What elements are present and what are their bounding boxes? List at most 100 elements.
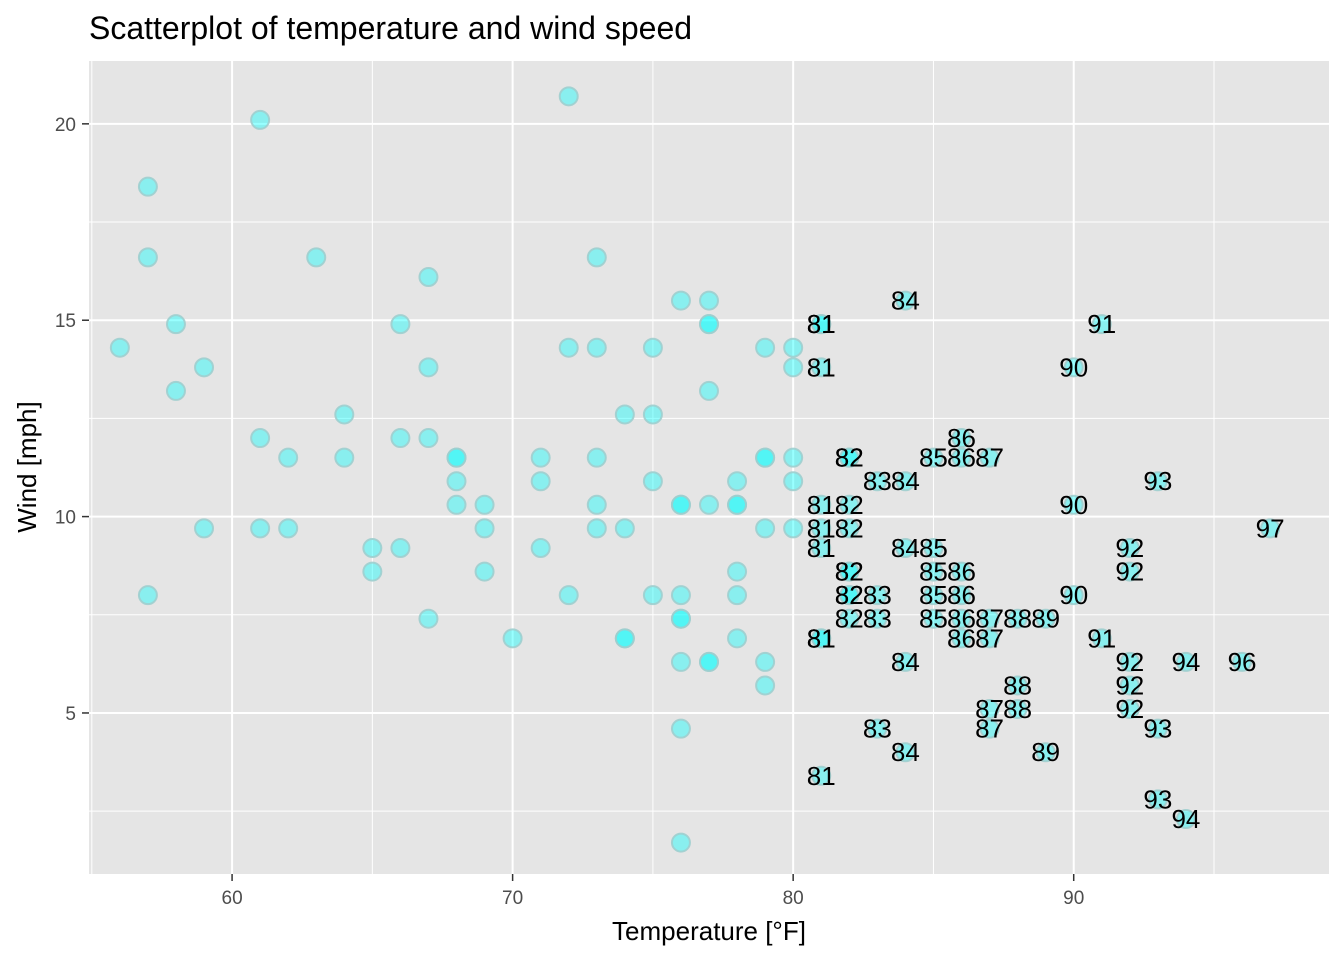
point-label: 92 [1115,557,1144,587]
point-label: 84 [891,533,920,563]
point-label: 84 [891,737,920,767]
point-label: 96 [1228,647,1257,677]
scatter-point [614,518,635,539]
scatter-point [811,357,832,378]
point-label: 81 [807,309,836,339]
scatter-point [586,494,607,515]
scatter-point [923,608,944,629]
x-tick-label: 90 [1063,888,1084,909]
scatter-point [1260,518,1281,539]
scatter-point [474,518,495,539]
y-tick-label: 10 [55,508,76,529]
point-label: 83 [863,580,892,610]
point-label: 81 [807,309,836,339]
scatter-point [783,518,804,539]
point-label: 93 [1143,714,1172,744]
point-label: 89 [1031,737,1060,767]
scatter-point [979,628,1000,649]
scatter-point [951,628,972,649]
point-label: 82 [835,443,864,473]
scatter-point [1147,471,1168,492]
point-label: 88 [1003,604,1032,634]
scatter-point [586,247,607,268]
point-label: 82 [835,557,864,587]
scatter-point [811,494,832,515]
scatter-point [1007,675,1028,696]
scatter-point [839,608,860,629]
scatter-point [867,608,888,629]
scatter-point [979,447,1000,468]
scatter-point [895,742,916,763]
point-label: 81 [807,623,836,653]
scatter-point [839,518,860,539]
y-tick-label: 15 [55,311,76,332]
scatter-point [951,561,972,582]
scatter-point [165,380,186,401]
scatter-point [1175,651,1196,672]
scatter-point [306,247,327,268]
point-label: 87 [975,694,1004,724]
scatter-point [951,447,972,468]
scatter-point [670,585,691,606]
scatter-point [165,314,186,335]
scatter-point [811,628,832,649]
point-label: 85 [919,533,948,563]
scatter-point [418,357,439,378]
scatter-point [1147,718,1168,739]
point-label: 91 [1087,623,1116,653]
scatter-point [670,608,691,629]
scatter-point [727,628,748,649]
scatter-point [390,428,411,449]
point-label: 87 [975,443,1004,473]
scatter-point [502,628,523,649]
scatter-point [755,447,776,468]
point-label: 94 [1171,804,1200,834]
scatter-point [670,651,691,672]
scatter-point [1232,651,1253,672]
scatter-point [923,538,944,559]
point-label: 88 [1003,694,1032,724]
scatter-point [811,314,832,335]
scatter-point [586,337,607,358]
point-label: 85 [919,604,948,634]
scatter-point [783,447,804,468]
point-label: 86 [947,604,976,634]
scatter-point [1119,538,1140,559]
scatter-point [390,538,411,559]
point-label: 82 [835,490,864,520]
scatter-point [614,404,635,425]
data-points [109,86,1281,853]
scatter-point [446,447,467,468]
scatter-point [895,471,916,492]
point-label: 89 [1031,604,1060,634]
point-label: 92 [1115,647,1144,677]
scatter-point [670,832,691,853]
scatter-point [727,494,748,515]
point-label: 81 [807,533,836,563]
scatter-point [839,561,860,582]
scatter-point [699,494,719,515]
scatter-point [699,380,719,401]
x-tick-label: 80 [783,888,804,909]
scatter-point [783,357,804,378]
scatter-point [951,428,972,449]
scatter-point [278,447,299,468]
point-label: 87 [975,623,1004,653]
scatter-point [923,585,944,606]
scatter-point [109,337,130,358]
scatter-point [1063,585,1084,606]
x-axis-title: Temperature [°F] [612,916,806,946]
scatter-point [923,447,944,468]
scatter-point [755,651,776,672]
point-label: 84 [891,466,920,496]
point-label: 83 [863,604,892,634]
point-label: 86 [947,423,976,453]
minor-grid [89,61,1329,874]
scatter-point [642,337,663,358]
point-label: 82 [835,513,864,543]
point-label: 84 [891,286,920,316]
scatter-point [1119,675,1140,696]
scatter-point [727,561,748,582]
scatter-point [530,471,551,492]
scatter-point [334,447,355,468]
